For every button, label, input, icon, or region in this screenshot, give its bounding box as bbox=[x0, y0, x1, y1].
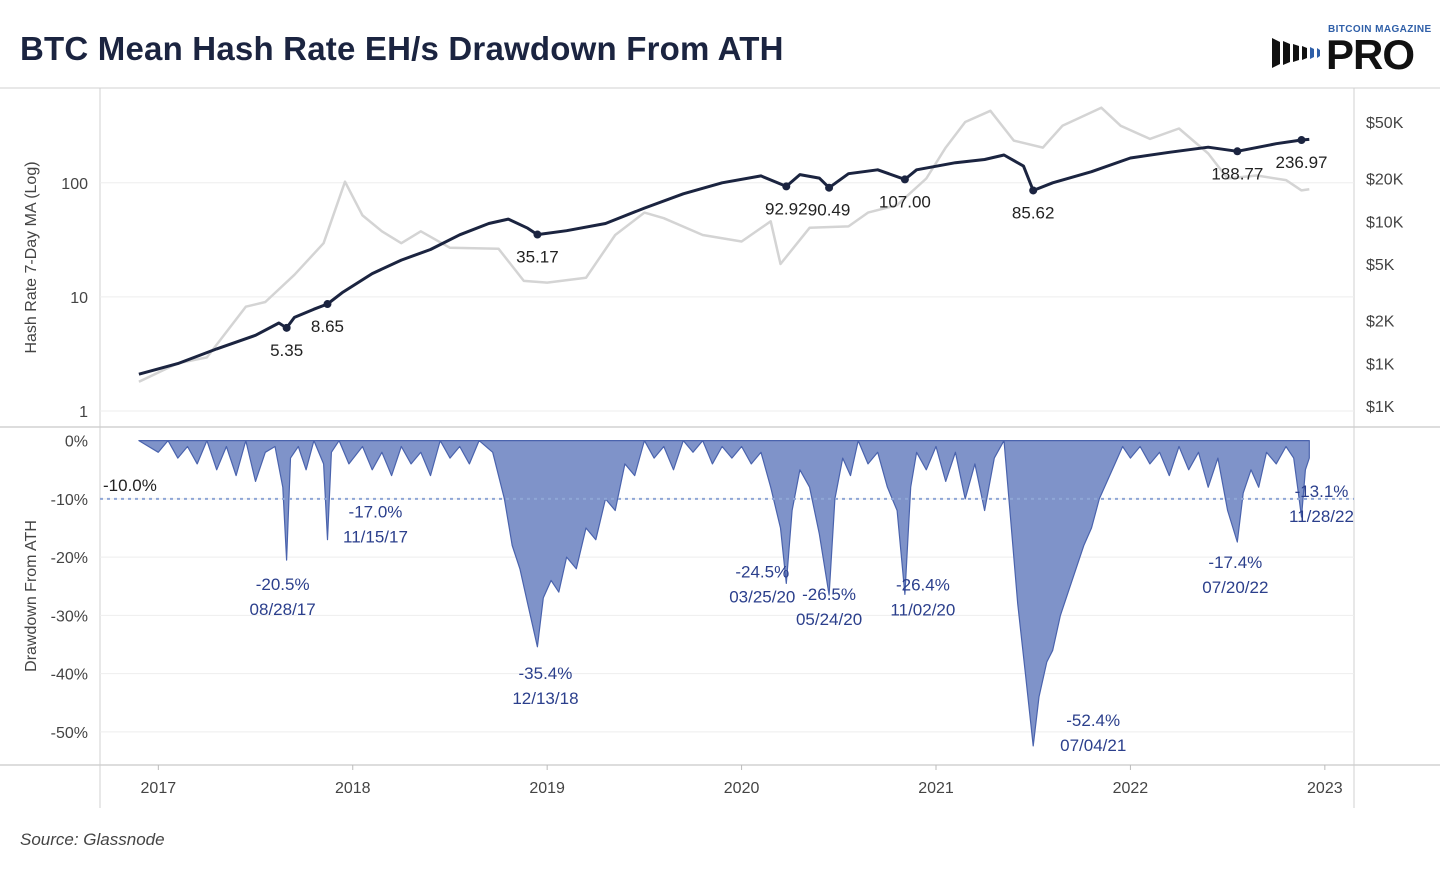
drawdown-annotation-date: 03/25/20 bbox=[729, 587, 795, 606]
chart-title: BTC Mean Hash Rate EH/s Drawdown From AT… bbox=[20, 30, 784, 67]
logo-main-text: PRO bbox=[1326, 31, 1415, 78]
hashrate-annotation: 92.92 bbox=[765, 199, 808, 218]
drawdown-annotation-date: 11/15/17 bbox=[343, 528, 408, 547]
hashrate-line bbox=[138, 137, 1310, 376]
source-note: Source: Glassnode bbox=[20, 830, 165, 849]
logo-bars-icon bbox=[1272, 38, 1320, 68]
x-axis-label: 2022 bbox=[1113, 780, 1149, 797]
x-axis-label: 2023 bbox=[1307, 780, 1343, 797]
hashrate-axis-label: Hash Rate 7-Day MA (Log) bbox=[23, 161, 40, 353]
hashrate-point bbox=[825, 183, 834, 192]
hashrate-point bbox=[1029, 186, 1038, 195]
drawdown-tick-label: -20% bbox=[51, 550, 88, 567]
hashrate-annotation: 107.00 bbox=[879, 192, 931, 211]
threshold-label: -10.0% bbox=[103, 476, 157, 495]
drawdown-annotation-date: 12/13/18 bbox=[512, 689, 578, 708]
hashrate-tick-label: 100 bbox=[61, 176, 88, 193]
price-tick-label: $1K bbox=[1366, 356, 1395, 373]
drawdown-annotation-value: -17.4% bbox=[1208, 553, 1262, 572]
hashrate-point bbox=[900, 175, 909, 184]
drawdown-tick-label: -40% bbox=[51, 667, 88, 684]
hashrate-point bbox=[533, 230, 542, 239]
drawdown-annotation-value: -24.5% bbox=[735, 562, 789, 581]
price-tick-label: $10K bbox=[1366, 214, 1404, 231]
price-tick-label: $1K bbox=[1366, 399, 1395, 416]
hashrate-annotation: 85.62 bbox=[1012, 203, 1055, 222]
drawdown-area bbox=[138, 440, 1310, 747]
hashrate-annotation: 5.35 bbox=[270, 341, 303, 360]
drawdown-annotation-date: 07/20/22 bbox=[1202, 578, 1268, 597]
price-line bbox=[138, 106, 1310, 383]
drawdown-annotation-date: 05/24/20 bbox=[796, 610, 862, 629]
hashrate-annotation: 35.17 bbox=[516, 248, 559, 267]
hashrate-tick-label: 10 bbox=[70, 290, 88, 307]
hashrate-annotation: 188.77 bbox=[1211, 164, 1263, 183]
brand-logo: BITCOIN MAGAZINE PRO bbox=[1272, 20, 1436, 76]
price-tick-label: $2K bbox=[1366, 314, 1395, 331]
x-axis-label: 2020 bbox=[724, 780, 760, 797]
logo-top-text: BITCOIN MAGAZINE bbox=[1328, 24, 1432, 35]
drawdown-annotation-value: -26.4% bbox=[896, 575, 950, 594]
drawdown-annotation-date: 07/04/21 bbox=[1060, 736, 1126, 755]
drawdown-annotation-value: -35.4% bbox=[519, 664, 573, 683]
drawdown-annotation-value: -20.5% bbox=[256, 575, 310, 594]
x-axis-label: 2019 bbox=[529, 780, 565, 797]
drawdown-annotation-date: 11/02/20 bbox=[890, 600, 955, 619]
x-axis-label: 2021 bbox=[918, 780, 954, 797]
price-tick-label: $5K bbox=[1366, 257, 1395, 274]
drawdown-annotation-value: -13.1% bbox=[1295, 482, 1349, 501]
drawdown-annotation-date: 08/28/17 bbox=[250, 600, 316, 619]
hashrate-annotation: 8.65 bbox=[311, 317, 344, 336]
drawdown-annotation-value: -52.4% bbox=[1066, 711, 1120, 730]
x-axis-label: 2018 bbox=[335, 780, 371, 797]
drawdown-tick-label: 0% bbox=[65, 434, 88, 451]
x-axis-label: 2017 bbox=[141, 780, 177, 797]
price-tick-label: $20K bbox=[1366, 172, 1404, 189]
hashrate-point bbox=[782, 182, 791, 191]
hashrate-point bbox=[323, 300, 332, 309]
hashrate-point bbox=[282, 323, 291, 332]
drawdown-axis-label: Drawdown From ATH bbox=[23, 520, 40, 672]
drawdown-tick-label: -10% bbox=[51, 492, 88, 509]
hashrate-point bbox=[1233, 147, 1242, 156]
drawdown-tick-label: -50% bbox=[51, 725, 88, 742]
drawdown-annotation-date: 11/28/22 bbox=[1289, 507, 1354, 526]
hashrate-annotation: 90.49 bbox=[808, 201, 851, 220]
drawdown-annotation-value: -26.5% bbox=[802, 585, 856, 604]
drawdown-annotation-value: -17.0% bbox=[349, 503, 403, 522]
hashrate-tick-label: 1 bbox=[79, 404, 88, 421]
hashrate-point bbox=[1297, 136, 1306, 145]
drawdown-tick-label: -30% bbox=[51, 608, 88, 625]
price-tick-label: $50K bbox=[1366, 115, 1404, 132]
hashrate-annotation: 236.97 bbox=[1276, 153, 1328, 172]
